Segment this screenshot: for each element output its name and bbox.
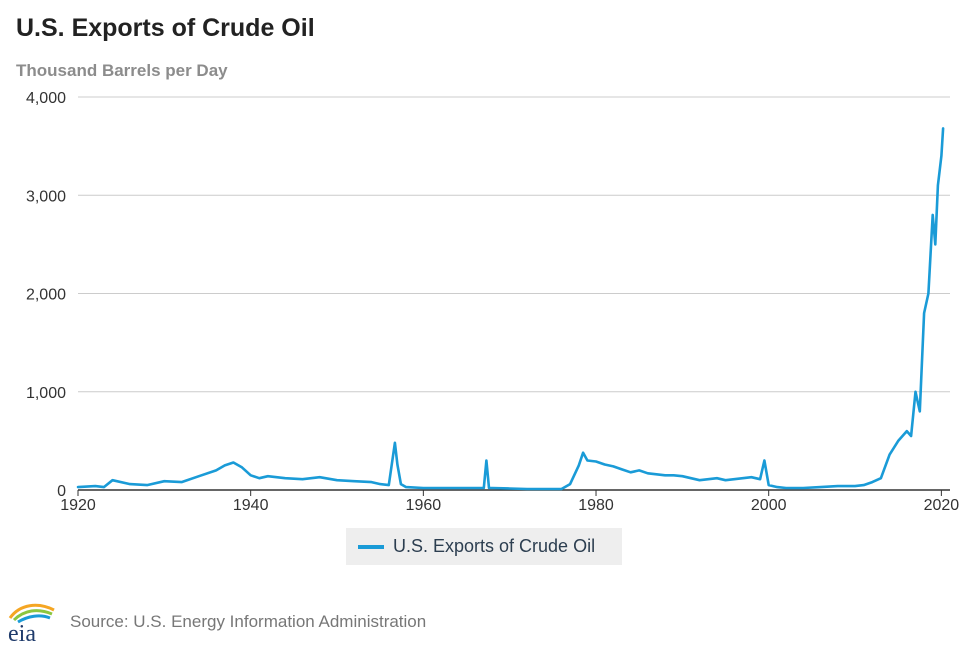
line-chart: 0 1,000 2,000 3,000 4,000 1920 1940 1960 1980 200… (26, 90, 960, 514)
x-tick-label: 1980 (578, 497, 614, 514)
eia-logo: eia (8, 603, 55, 644)
legend-swatch (358, 544, 384, 549)
y-tick-label: 3,000 (26, 188, 66, 205)
chart-title: U.S. Exports of Crude Oil (16, 14, 315, 42)
svg-text:eia: eia (8, 621, 36, 644)
y-tick-label: 1,000 (26, 385, 66, 402)
x-tick-label: 1920 (60, 497, 96, 514)
x-tick-label: 1960 (406, 497, 442, 514)
source-note: Source: U.S. Energy Information Administ… (70, 612, 427, 631)
x-tick-label: 2000 (751, 497, 787, 514)
y-tick-label: 2,000 (26, 287, 66, 304)
legend-label: U.S. Exports of Crude Oil (393, 536, 596, 556)
footer: eia Source: U.S. Energy Information Admi… (6, 600, 426, 644)
x-tick-label: 1940 (233, 497, 269, 514)
series-line (76, 127, 945, 491)
chart-subtitle: Thousand Barrels per Day (16, 61, 228, 80)
x-tick-label: 2020 (924, 497, 960, 514)
y-tick-label: 4,000 (26, 90, 66, 107)
y-tick-label: 0 (57, 483, 66, 500)
chart-legend[interactable]: U.S. Exports of Crude Oil (346, 528, 622, 565)
